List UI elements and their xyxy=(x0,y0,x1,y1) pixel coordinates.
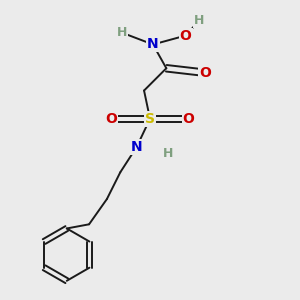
Text: H: H xyxy=(163,147,173,161)
Text: O: O xyxy=(105,112,117,126)
Text: S: S xyxy=(145,112,155,126)
Text: O: O xyxy=(199,66,211,80)
Text: O: O xyxy=(183,112,195,126)
Text: N: N xyxy=(131,140,142,154)
Text: H: H xyxy=(194,14,204,27)
Text: N: N xyxy=(147,38,159,52)
Text: H: H xyxy=(117,26,127,39)
Text: O: O xyxy=(180,28,192,43)
